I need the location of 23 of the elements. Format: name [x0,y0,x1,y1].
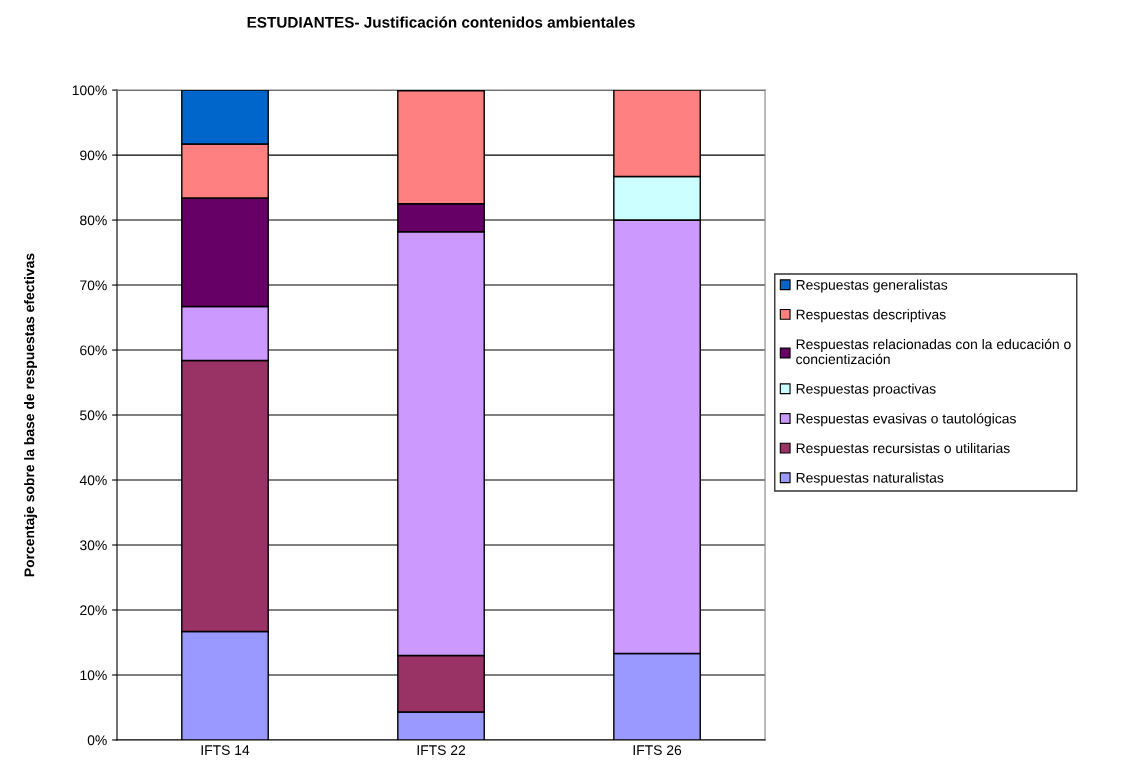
y-tick-label: 100% [72,85,107,96]
y-tick-label: 80% [80,215,107,226]
y-tick-label: 40% [79,475,107,486]
x-tick-label: IFTS 14 [201,745,250,756]
y-tick-label: 20% [80,605,107,616]
y-tick-label: 30% [80,540,107,551]
legend-label: Respuestas proactivas [796,383,936,397]
y-tick-label: 60% [80,345,107,356]
legend-label: Respuestas generalistas [796,279,948,293]
y-tick-label: 90% [80,150,107,161]
y-axis-title: Porcentaje sobre la base de respuestas efectivas [24,253,38,577]
x-tick-label: IFTS 22 [417,745,466,756]
y-tick-label: 10% [80,670,107,681]
legend-label: Respuestas evasivas o tautológicas [796,413,1016,427]
y-tick-label: 0% [87,735,107,746]
legend-label: Respuestas descriptivas [796,309,946,323]
x-tick-label: IFTS 26 [633,745,682,756]
y-tick-label: 50% [80,410,107,421]
y-tick-label: 70% [80,280,107,291]
legend-label: Respuestas recursistas o utilitarias [796,442,1010,456]
legend-label: Respuestas relacionadas con la educación o concientización [796,338,1071,365]
chart-title: ESTUDIANTES- Justificación contenidos ambientales [247,16,635,28]
legend-label: Respuestas naturalistas [796,472,944,486]
